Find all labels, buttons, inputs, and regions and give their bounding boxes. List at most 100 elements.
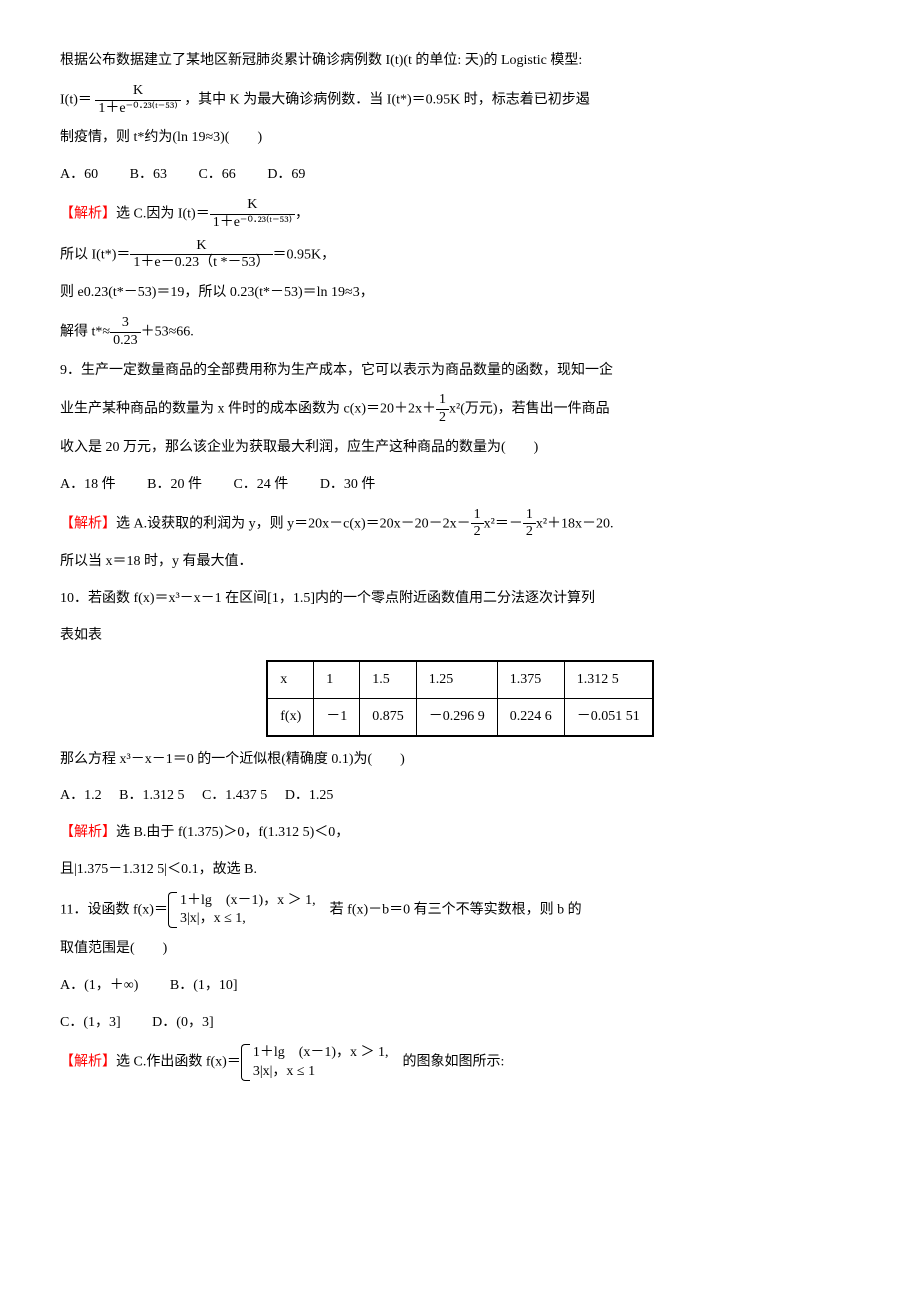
frac-den: 2 [471, 523, 484, 541]
q11-opt-d: D．(0，3] [152, 1015, 213, 1030]
q8-opt-c: C．66 [198, 167, 235, 182]
q9-ans1-tail: x²＋18x－20. [536, 516, 614, 531]
q9-l2-frac: 1 2 [436, 392, 449, 427]
cell: 1.312 5 [564, 661, 653, 699]
q8-line2: 制疫情，则 t*约为(ln 19≈3)( ) [60, 123, 860, 154]
q8-ans4-frac: 3 0.23 [110, 315, 141, 350]
q10-line1: 10．若函数 f(x)＝x³－x－1 在区间[1，1.5]内的一个零点附近函数值… [60, 584, 860, 615]
frac-num: 3 [110, 315, 141, 332]
frac-num: K [95, 83, 180, 100]
q9-line1: 9．生产一定数量商品的全部费用称为生产成本，它可以表示为商品数量的函数，现知一企 [60, 356, 860, 387]
frac-num: K [210, 197, 295, 214]
q9-opt-a: A．18 件 [60, 477, 116, 492]
cell: 1 [314, 661, 360, 699]
q8-options: A．60 B．63 C．66 D．69 [60, 160, 860, 191]
frac-num: 1 [471, 507, 484, 524]
frac-den: 1＋e－0.23（t *－53） [130, 254, 272, 272]
pw-row: 1＋lg (x－1)，x ＞ 1, [253, 1044, 389, 1062]
q10-opt-b: B．1.312 5 [119, 788, 184, 803]
q10-options: A．1.2 B．1.312 5 C．1.437 5 D．1.25 [60, 781, 860, 812]
cell: 1.25 [416, 661, 497, 699]
frac-num: 1 [436, 392, 449, 409]
q11-l1-pre: 11．设函数 f(x)＝ [60, 902, 168, 917]
q9-opt-b: B．20 件 [147, 477, 202, 492]
cell: 0.875 [360, 698, 417, 736]
frac-den: 0.23 [110, 332, 141, 350]
q8-ans4: 解得 t*≈ 3 0.23 ＋53≈66. [60, 315, 860, 350]
q11-ans-tail: 的图象如图所示: [389, 1055, 505, 1070]
q8-frac: K 1＋e⁻⁰·²³⁽ᵗ⁻⁵³⁾ [95, 83, 180, 118]
q8-intro: 根据公布数据建立了某地区新冠肺炎累计确诊病例数 I(t)(t 的单位: 天)的 … [60, 46, 860, 77]
q8-ans2-frac: K 1＋e－0.23（t *－53） [130, 238, 272, 273]
q11-l1-tail: 若 f(x)－b＝0 有三个不等实数根，则 b 的 [316, 902, 582, 917]
q10-line2: 表如表 [60, 621, 860, 652]
frac-den: 1＋e⁻⁰·²³⁽ᵗ⁻⁵³⁾ [95, 100, 180, 118]
answer-label: 【解析】 [60, 1055, 116, 1070]
q11-ans-pre: 选 C.作出函数 f(x)＝ [116, 1055, 241, 1070]
q10-opt-a: A．1.2 [60, 788, 102, 803]
q11-ans-piecewise: 1＋lg (x－1)，x ＞ 1, 3|x|，x ≤ 1 [241, 1044, 389, 1080]
cell: f(x) [267, 698, 314, 736]
frac-den: 1＋e⁻⁰·²³⁽ᵗ⁻⁵³⁾ [210, 214, 295, 232]
q10-opt-d: D．1.25 [285, 788, 334, 803]
q11-opt-a: A．(1，＋∞) [60, 978, 138, 993]
cell: －0.296 9 [416, 698, 497, 736]
frac-den: 2 [523, 523, 536, 541]
q11-line2: 取值范围是( ) [60, 934, 860, 965]
cell: x [267, 661, 314, 699]
table-row: f(x) －1 0.875 －0.296 9 0.224 6 －0.051 51 [267, 698, 653, 736]
q10-ans1-text: 选 B.由于 f(1.375)＞0，f(1.312 5)＜0， [116, 825, 349, 840]
q9-l2-pre: 业生产某种商品的数量为 x 件时的成本函数为 c(x)＝20＋2x＋ [60, 402, 436, 417]
q9-ans1-mid: x²＝－ [484, 516, 523, 531]
q8-ans1-pre: 选 C.因为 I(t)＝ [116, 207, 210, 222]
q10-table: x 1 1.5 1.25 1.375 1.312 5 f(x) －1 0.875… [266, 660, 654, 737]
q11-line1: 11．设函数 f(x)＝ 1＋lg (x－1)，x ＞ 1, 3|x|，x ≤ … [60, 892, 860, 928]
q9-l2-tail: x²(万元)，若售出一件商品 [449, 402, 610, 417]
q11-opt-c: C．(1，3] [60, 1015, 121, 1030]
q8-ans4-pre: 解得 t*≈ [60, 324, 110, 339]
pw-row: 1＋lg (x－1)，x ＞ 1, [180, 892, 316, 910]
table-row: x 1 1.5 1.25 1.375 1.312 5 [267, 661, 653, 699]
q11-ans: 【解析】选 C.作出函数 f(x)＝ 1＋lg (x－1)，x ＞ 1, 3|x… [60, 1044, 860, 1080]
q9-line2: 业生产某种商品的数量为 x 件时的成本函数为 c(x)＝20＋2x＋ 1 2 x… [60, 392, 860, 427]
cell: 1.5 [360, 661, 417, 699]
q9-opt-d: D．30 件 [320, 477, 376, 492]
q9-opt-c: C．24 件 [233, 477, 288, 492]
q8-ans1-tail: ， [295, 207, 309, 222]
frac-num: K [130, 238, 272, 255]
q8-ans1: 【解析】选 C.因为 I(t)＝ K 1＋e⁻⁰·²³⁽ᵗ⁻⁵³⁾ ， [60, 197, 860, 232]
q8-opt-b: B．63 [130, 167, 167, 182]
frac-den: 2 [436, 409, 449, 427]
q8-opt-a: A．60 [60, 167, 98, 182]
cell: 0.224 6 [497, 698, 564, 736]
q8-ans1-frac: K 1＋e⁻⁰·²³⁽ᵗ⁻⁵³⁾ [210, 197, 295, 232]
answer-label: 【解析】 [60, 516, 116, 531]
q10-opt-c: C．1.437 5 [202, 788, 267, 803]
q8-ans2-pre: 所以 I(t*)＝ [60, 247, 130, 262]
pw-row: 3|x|，x ≤ 1, [180, 910, 316, 928]
answer-label: 【解析】 [60, 825, 116, 840]
answer-label: 【解析】 [60, 207, 116, 222]
q8-ans2: 所以 I(t*)＝ K 1＋e－0.23（t *－53） ＝0.95K， [60, 238, 860, 273]
q9-ans1-f2: 1 2 [523, 507, 536, 542]
q10-line3: 那么方程 x³－x－1＝0 的一个近似根(精确度 0.1)为( ) [60, 745, 860, 776]
q8-lhs: I(t)＝ [60, 92, 92, 107]
q11-options-row2: C．(1，3] D．(0，3] [60, 1008, 860, 1039]
q9-ans2: 所以当 x＝18 时，y 有最大值． [60, 547, 860, 578]
q9-ans1-f1: 1 2 [471, 507, 484, 542]
q11-opt-b: B．(1，10] [170, 978, 238, 993]
q11-options-row1: A．(1，＋∞) B．(1，10] [60, 971, 860, 1002]
cell: －1 [314, 698, 360, 736]
q8-ans3: 则 e0.23(t*－53)＝19，所以 0.23(t*－53)＝ln 19≈3… [60, 278, 860, 309]
q9-line3: 收入是 20 万元，那么该企业为获取最大利润，应生产这种商品的数量为( ) [60, 433, 860, 464]
q8-ans2-tail: ＝0.95K， [273, 247, 336, 262]
q11-piecewise: 1＋lg (x－1)，x ＞ 1, 3|x|，x ≤ 1, [168, 892, 316, 928]
q8-formula-line: I(t)＝ K 1＋e⁻⁰·²³⁽ᵗ⁻⁵³⁾ ，其中 K 为最大确诊病例数．当 … [60, 83, 860, 118]
q9-options: A．18 件 B．20 件 C．24 件 D．30 件 [60, 470, 860, 501]
q10-ans1: 【解析】选 B.由于 f(1.375)＞0，f(1.312 5)＜0， [60, 818, 860, 849]
pw-row: 3|x|，x ≤ 1 [253, 1063, 389, 1081]
cell: 1.375 [497, 661, 564, 699]
q8-opt-d: D．69 [267, 167, 305, 182]
q10-ans2: 且|1.375－1.312 5|＜0.1，故选 B. [60, 855, 860, 886]
cell: －0.051 51 [564, 698, 653, 736]
